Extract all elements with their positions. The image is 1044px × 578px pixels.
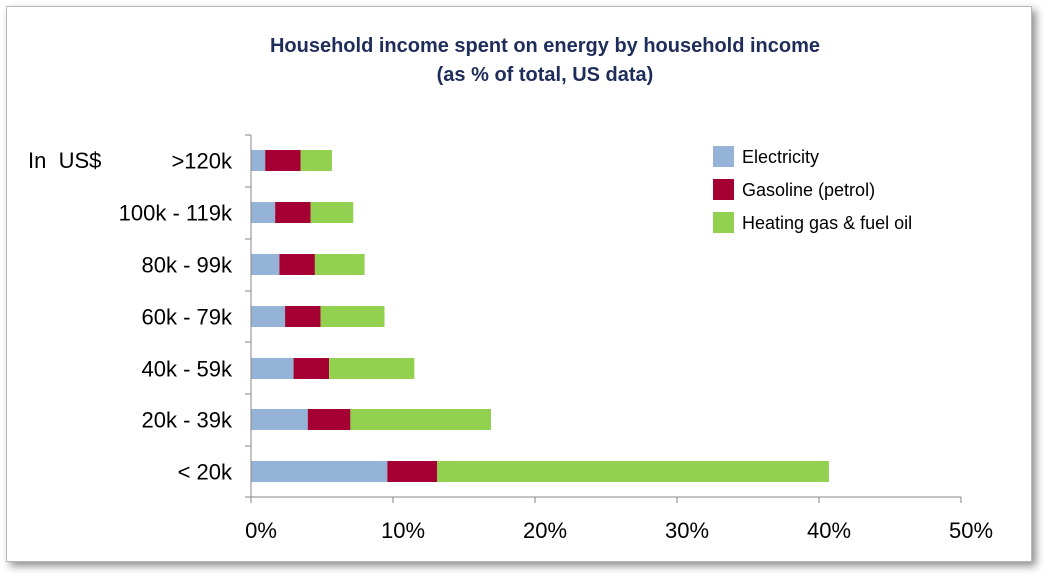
category-label-2: 100k - 119k [119, 201, 233, 226]
bar-1-4 [251, 306, 286, 327]
bar-1-2 [251, 202, 276, 223]
bar-3-6 [350, 409, 491, 430]
legend-swatch-2 [713, 179, 734, 200]
bar-2-4 [285, 306, 321, 327]
legend: Electricity Gasoline (petrol) Heating gas … [713, 146, 912, 233]
x-tick-label-5: 40% [807, 518, 851, 543]
y-axis-unit-label: In US$ [28, 148, 101, 173]
bar-1-1 [251, 150, 266, 171]
legend-swatch-1 [713, 146, 734, 167]
bar-1-3 [251, 254, 280, 275]
chart-subtitle: (as % of total, US data) [437, 64, 654, 86]
legend-label-3: Heating gas & fuel oil [742, 213, 912, 233]
x-tick-label-6: 50% [949, 518, 993, 543]
x-tick-label-3: 20% [523, 518, 567, 543]
category-label-3: 80k - 99k [142, 253, 233, 278]
category-label-7: < 20k [178, 460, 233, 485]
chart-title: Household income spent on energy by hous… [270, 35, 820, 57]
bar-2-3 [279, 254, 315, 275]
bar-2-7 [387, 461, 438, 482]
axes [245, 134, 962, 503]
bar-3-1 [300, 150, 332, 171]
category-labels: >120k 100k - 119k 80k - 99k 60k - 79k 40k - … [119, 149, 233, 485]
bar-3-3 [314, 254, 365, 275]
bar-3-5 [329, 358, 415, 379]
bar-group [251, 150, 829, 482]
bar-2-6 [307, 409, 351, 430]
bar-3-4 [320, 306, 385, 327]
bar-1-5 [251, 358, 294, 379]
x-tick-labels: 0% 10% 20% 30% 40% 50% [245, 518, 993, 543]
x-tick-label-4: 30% [665, 518, 709, 543]
x-tick-label-2: 10% [381, 518, 425, 543]
x-tick-label-1: 0% [245, 518, 277, 543]
bar-2-5 [293, 358, 330, 379]
category-label-4: 60k - 79k [142, 305, 233, 330]
bar-2-1 [265, 150, 301, 171]
legend-label-1: Electricity [742, 147, 819, 167]
category-label-5: 40k - 59k [142, 357, 233, 382]
category-label-6: 20k - 39k [142, 408, 233, 433]
legend-label-2: Gasoline (petrol) [742, 180, 875, 200]
bar-1-6 [251, 409, 308, 430]
bar-2-2 [275, 202, 311, 223]
bar-3-2 [310, 202, 354, 223]
bar-1-7 [251, 461, 388, 482]
category-label-1: >120k [171, 149, 233, 174]
legend-swatch-3 [713, 212, 734, 233]
bar-3-7 [437, 461, 829, 482]
